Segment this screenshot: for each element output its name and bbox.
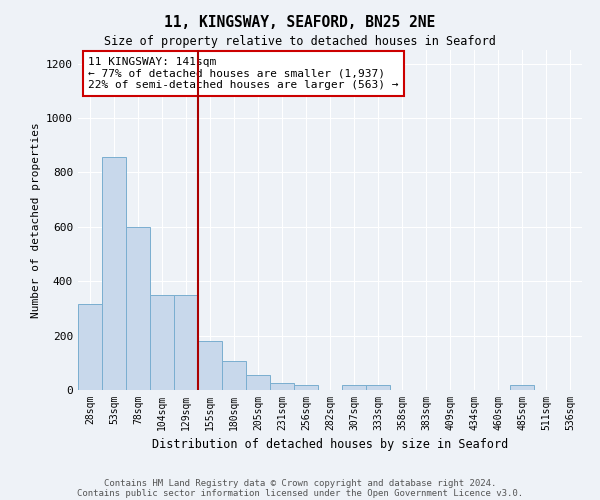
Y-axis label: Number of detached properties: Number of detached properties xyxy=(31,122,41,318)
Text: 11 KINGSWAY: 141sqm
← 77% of detached houses are smaller (1,937)
22% of semi-det: 11 KINGSWAY: 141sqm ← 77% of detached ho… xyxy=(88,57,398,90)
Bar xyxy=(174,295,198,390)
Bar xyxy=(198,341,222,390)
Bar xyxy=(342,384,366,390)
Bar xyxy=(102,158,126,390)
Bar xyxy=(294,384,318,390)
Bar xyxy=(126,227,150,390)
Text: Size of property relative to detached houses in Seaford: Size of property relative to detached ho… xyxy=(104,35,496,48)
Bar xyxy=(366,384,390,390)
Bar xyxy=(246,375,270,390)
Bar xyxy=(510,384,534,390)
Bar xyxy=(78,304,102,390)
Bar xyxy=(222,362,246,390)
Text: Contains HM Land Registry data © Crown copyright and database right 2024.: Contains HM Land Registry data © Crown c… xyxy=(104,478,496,488)
Text: Contains public sector information licensed under the Open Government Licence v3: Contains public sector information licen… xyxy=(77,488,523,498)
Bar xyxy=(150,295,174,390)
Bar xyxy=(270,383,294,390)
Text: 11, KINGSWAY, SEAFORD, BN25 2NE: 11, KINGSWAY, SEAFORD, BN25 2NE xyxy=(164,15,436,30)
X-axis label: Distribution of detached houses by size in Seaford: Distribution of detached houses by size … xyxy=(152,438,508,452)
